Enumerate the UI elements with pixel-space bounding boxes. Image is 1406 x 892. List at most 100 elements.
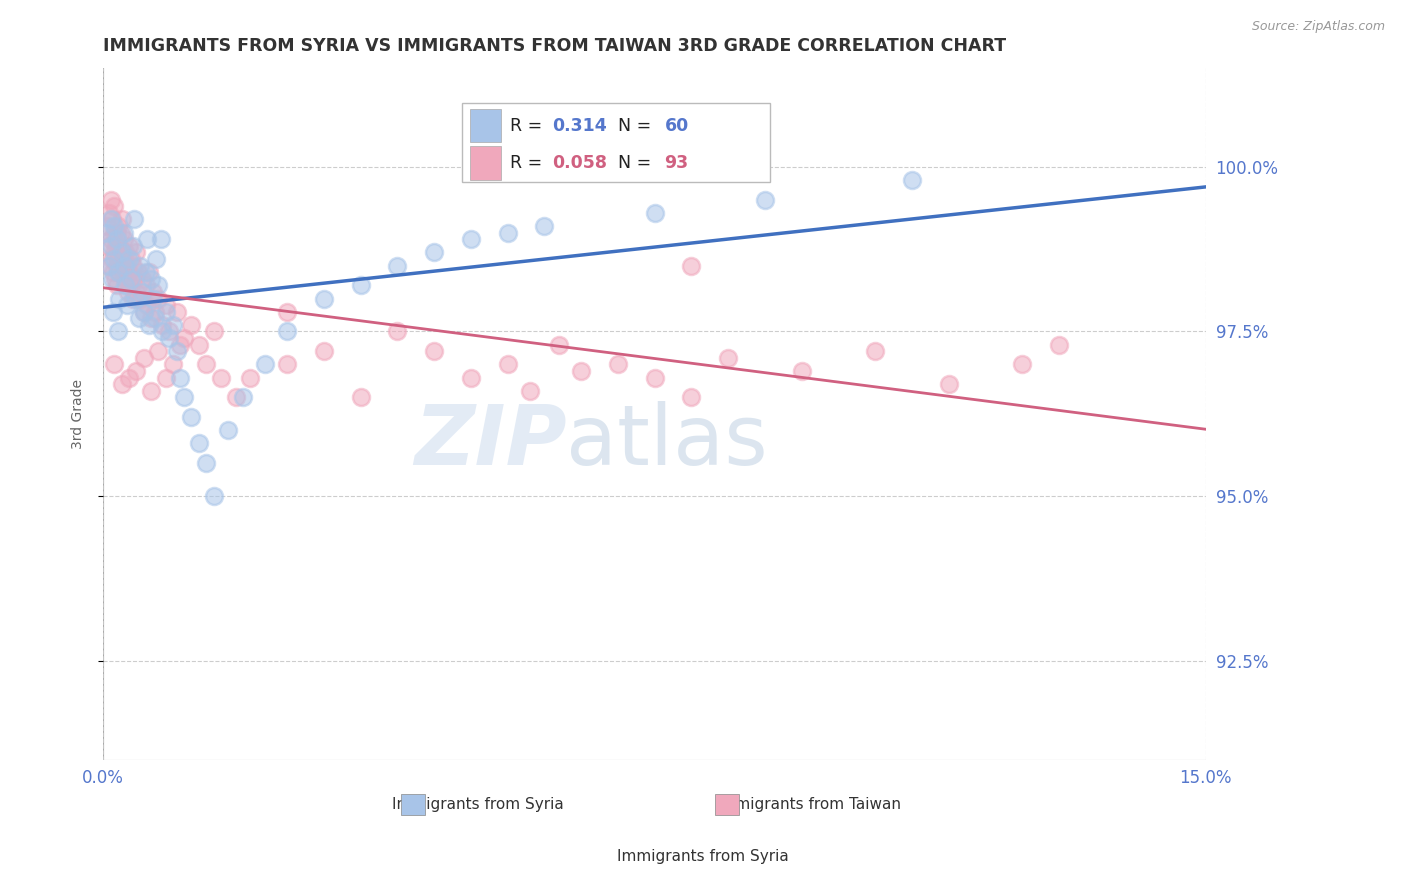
Point <box>103 245 125 260</box>
Point <box>180 318 202 332</box>
Point <box>121 259 143 273</box>
Point <box>136 232 159 246</box>
Point <box>312 292 335 306</box>
Point <box>938 377 960 392</box>
Text: R =: R = <box>510 154 548 172</box>
Text: Immigrants from Taiwan: Immigrants from Taiwan <box>717 797 901 812</box>
Point <box>387 325 409 339</box>
Text: 0.058: 0.058 <box>553 154 607 172</box>
Point <box>111 245 134 260</box>
Point <box>101 265 124 279</box>
Point <box>96 219 118 233</box>
Point <box>124 245 146 260</box>
Point <box>387 259 409 273</box>
Point <box>349 390 371 404</box>
Text: ZIP: ZIP <box>413 401 567 482</box>
Point <box>107 252 129 266</box>
Point <box>460 370 482 384</box>
Point <box>717 351 740 365</box>
Point <box>166 304 188 318</box>
Point <box>107 265 129 279</box>
Point <box>217 423 239 437</box>
Text: 60: 60 <box>665 117 689 135</box>
Point <box>148 278 170 293</box>
Point <box>103 219 125 233</box>
Point <box>104 239 127 253</box>
Point <box>901 173 924 187</box>
Point <box>162 318 184 332</box>
Point <box>125 285 148 299</box>
Point <box>103 252 125 266</box>
Point <box>131 272 153 286</box>
Point <box>112 226 135 240</box>
Point <box>103 226 125 240</box>
Point <box>644 206 666 220</box>
Point <box>108 265 131 279</box>
Point <box>533 219 555 233</box>
Point <box>149 232 172 246</box>
Point <box>142 285 165 299</box>
Text: R =: R = <box>510 117 548 135</box>
Point <box>103 358 125 372</box>
Point <box>107 219 129 233</box>
Point <box>150 318 173 332</box>
Point <box>143 311 166 326</box>
Point <box>138 265 160 279</box>
Point <box>135 278 157 293</box>
Point <box>132 304 155 318</box>
Point <box>98 206 121 220</box>
Point <box>187 337 209 351</box>
FancyBboxPatch shape <box>461 103 770 182</box>
Point <box>139 272 162 286</box>
Point <box>129 259 152 273</box>
Point <box>118 370 141 384</box>
Point <box>112 259 135 273</box>
Point <box>131 285 153 299</box>
Point <box>159 325 181 339</box>
Point <box>166 344 188 359</box>
Point <box>496 358 519 372</box>
Text: N =: N = <box>607 154 657 172</box>
Point <box>111 245 134 260</box>
Point <box>117 285 139 299</box>
Point <box>548 337 571 351</box>
Point <box>132 351 155 365</box>
Point <box>108 292 131 306</box>
Text: Immigrants from Syria: Immigrants from Syria <box>617 849 789 863</box>
Point <box>155 370 177 384</box>
Point <box>155 298 177 312</box>
Point <box>96 226 118 240</box>
FancyBboxPatch shape <box>401 794 425 815</box>
Point <box>129 292 152 306</box>
Point <box>754 193 776 207</box>
Point <box>138 318 160 332</box>
Point <box>100 193 122 207</box>
Point <box>148 292 170 306</box>
Point <box>349 278 371 293</box>
FancyBboxPatch shape <box>471 109 502 142</box>
Point <box>125 364 148 378</box>
Point <box>239 370 262 384</box>
Point <box>101 252 124 266</box>
Point <box>121 292 143 306</box>
Point <box>143 304 166 318</box>
Point <box>98 259 121 273</box>
Point <box>202 489 225 503</box>
Point <box>225 390 247 404</box>
Point <box>100 232 122 246</box>
Point <box>569 364 592 378</box>
Point <box>173 390 195 404</box>
Y-axis label: 3rd Grade: 3rd Grade <box>72 379 86 449</box>
Point <box>209 370 232 384</box>
Text: N =: N = <box>607 117 657 135</box>
Point <box>110 226 132 240</box>
Point <box>187 436 209 450</box>
Point <box>195 456 218 470</box>
FancyBboxPatch shape <box>716 794 740 815</box>
Point <box>128 311 150 326</box>
Point <box>120 252 142 266</box>
Point <box>136 298 159 312</box>
Point <box>150 325 173 339</box>
Point <box>122 212 145 227</box>
Point <box>101 212 124 227</box>
